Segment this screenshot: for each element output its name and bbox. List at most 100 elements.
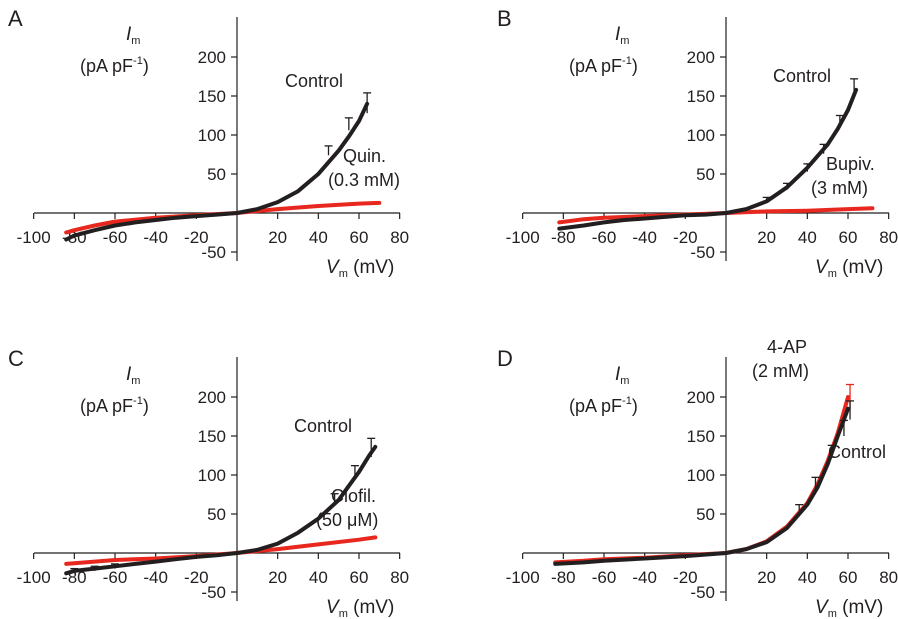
y-axis-units-sup: -1 — [622, 395, 632, 407]
x-axis-label-sub: m — [339, 608, 348, 619]
x-tick-label: 20 — [268, 228, 287, 247]
x-tick-label: 80 — [879, 228, 898, 247]
x-tick-label: -100 — [506, 228, 540, 247]
y-tick-label: 200 — [687, 48, 715, 67]
y-tick-label: 50 — [207, 165, 226, 184]
y-axis-units-text: (pA pF — [569, 56, 622, 76]
x-tick-label: -60 — [592, 568, 617, 587]
y-axis-label-sub: m — [131, 375, 140, 387]
y-axis-units-sup: -1 — [133, 395, 143, 407]
x-tick-label: 80 — [390, 568, 409, 587]
x-axis-label-symbol: V — [815, 257, 830, 278]
x-tick-label: -60 — [592, 228, 617, 247]
y-tick-label: 50 — [696, 165, 715, 184]
x-tick-label: -80 — [551, 568, 576, 587]
y-axis-label-sub: m — [620, 35, 629, 47]
y-axis-units-close: ) — [632, 56, 638, 76]
series-label-drug: Bupiv. — [826, 154, 875, 174]
x-axis-label-sub: m — [828, 268, 837, 280]
y-axis-units: (pA pF-1) — [569, 55, 638, 76]
x-tick-label: -60 — [103, 228, 128, 247]
x-tick-label: -40 — [143, 228, 168, 247]
y-tick-label: 150 — [198, 87, 226, 106]
y-tick-label: 150 — [198, 427, 226, 446]
x-tick-label: -80 — [551, 228, 576, 247]
y-axis-label-symbol: I — [126, 364, 132, 385]
y-tick-label: 100 — [198, 466, 226, 485]
x-tick-label: -100 — [17, 568, 51, 587]
y-tick-label: 150 — [687, 427, 715, 446]
y-axis-units: (pA pF-1) — [80, 395, 149, 416]
series-label-control: Control — [294, 416, 352, 436]
y-axis-label-sub: m — [131, 35, 140, 47]
x-axis-label-sub: m — [339, 268, 348, 280]
panel-c: C-100 -80 -60 -40 -20 20 40 60 80-5050100150200I… — [8, 346, 409, 619]
series-control — [64, 92, 372, 242]
x-axis-label: Vm (mV) — [815, 597, 883, 619]
series-line-control — [64, 101, 370, 242]
y-axis-units-close: ) — [632, 396, 638, 416]
x-tick-label: -100 — [17, 228, 51, 247]
x-axis-label: Vm (mV) — [815, 257, 883, 280]
x-tick-label: 60 — [839, 228, 858, 247]
series-label-control: Control — [285, 71, 343, 91]
y-axis-label: Im — [615, 24, 629, 47]
y-tick-label: -50 — [201, 583, 226, 602]
series-label-line2-drug: (3 mM) — [811, 178, 868, 198]
y-axis-units-close: ) — [143, 56, 149, 76]
panel-letter: C — [8, 346, 24, 371]
y-axis-units-close: ) — [143, 396, 149, 416]
y-tick-label: 150 — [687, 87, 715, 106]
x-tick-label: -100 — [506, 568, 540, 587]
x-tick-label: -20 — [184, 228, 209, 247]
y-axis-units: (pA pF-1) — [80, 55, 149, 76]
x-axis-label-units: (mV) — [837, 257, 883, 278]
series-label-control: Control — [828, 442, 886, 462]
x-tick-label: -40 — [632, 228, 657, 247]
x-tick-label: -20 — [673, 228, 698, 247]
x-axis-label-symbol: V — [326, 257, 341, 278]
y-axis-units-text: (pA pF — [80, 56, 133, 76]
x-axis-label-units: (mV) — [348, 257, 394, 278]
x-axis-label: Vm (mV) — [326, 257, 394, 280]
panel-a: A-100 -80 -60 -40 -20 20 40 60 80-5050100150200I… — [8, 6, 409, 280]
y-tick-label: 100 — [687, 126, 715, 145]
y-tick-label: -50 — [690, 243, 715, 262]
y-tick-label: -50 — [201, 243, 226, 262]
y-axis-units-text: (pA pF — [569, 396, 622, 416]
x-tick-label: 80 — [390, 228, 409, 247]
x-tick-label: 40 — [309, 228, 328, 247]
panel-letter: B — [497, 6, 512, 31]
x-tick-label: -20 — [184, 568, 209, 587]
y-axis-units-sup: -1 — [133, 55, 143, 67]
y-axis-units: (pA pF-1) — [569, 395, 638, 416]
panel-d: D -100 -80 -60 -40 -20 20 40 60 80 -50 50 100 150 200 I… — [497, 337, 898, 619]
series-control — [557, 78, 859, 231]
series-control — [553, 400, 855, 566]
series-label-line2-drug: (0.3 mM) — [328, 170, 400, 190]
x-tick-label: -40 — [632, 568, 657, 587]
x-axis-label: Vm (mV) — [326, 597, 394, 619]
series-label-control: Control — [773, 66, 831, 86]
panel-b: B -100 -80 -60 -40 -20 20 40 60 80 -50 50 100 150 200 I… — [497, 6, 898, 280]
series-line-control — [557, 87, 859, 231]
x-axis-label-symbol: V — [326, 597, 341, 618]
y-axis-units-text: (pA pF — [80, 396, 133, 416]
x-axis-label-symbol: V — [815, 597, 830, 618]
series-line-drug — [64, 535, 378, 566]
series-control — [64, 437, 378, 576]
x-axis-label-units: (mV) — [837, 597, 883, 618]
x-tick-label: -20 — [673, 568, 698, 587]
panel-letter: D — [497, 346, 513, 371]
x-tick-label: 40 — [798, 228, 817, 247]
y-axis-label-symbol: I — [126, 24, 132, 45]
x-tick-label: 60 — [350, 568, 369, 587]
y-tick-label: 200 — [687, 388, 715, 407]
y-tick-label: 100 — [687, 466, 715, 485]
y-tick-label: 50 — [207, 505, 226, 524]
x-tick-label: 40 — [309, 568, 328, 587]
y-axis-label: Im — [615, 364, 629, 387]
y-tick-label: 200 — [198, 48, 226, 67]
x-tick-label: 20 — [757, 568, 776, 587]
y-axis-label: Im — [126, 24, 140, 47]
